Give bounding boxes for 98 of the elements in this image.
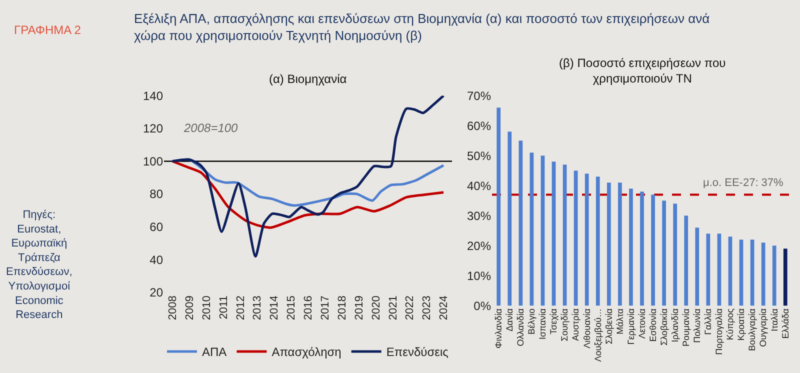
x-tick-label: 2021 bbox=[387, 296, 400, 320]
chart-title: (α) Βιομηχανία bbox=[269, 72, 347, 86]
x-tick-label: Βουλγαρία bbox=[747, 308, 758, 351]
bar bbox=[629, 188, 633, 306]
y-tick-label: 80 bbox=[150, 187, 164, 202]
y-tick-label: 140 bbox=[142, 88, 164, 103]
y-tick-label: 120 bbox=[142, 122, 164, 136]
x-tick-label: Αυστρία bbox=[570, 308, 581, 341]
x-tick-label: 2011 bbox=[218, 296, 230, 320]
bar bbox=[739, 240, 744, 306]
x-tick-label: Ιρλανδία bbox=[670, 308, 680, 342]
x-tick-label: Κύπρος bbox=[725, 308, 736, 340]
line-series bbox=[171, 160, 445, 229]
y-tick-label: 40% bbox=[466, 178, 492, 193]
bar bbox=[662, 200, 666, 306]
bar bbox=[750, 240, 754, 306]
x-tick-label: 2024 bbox=[438, 296, 450, 320]
text: Εξέλιξη ΑΠΑ, απασχόλησης και επενδύσεων στη Βιομηχανία (α) και ποσοστό των επιχειρήσεων ανά χώρα που χρησιμοποιούν Τεχνητή Νοημοσύνη (β) bbox=[134, 11, 710, 43]
x-tick-label: Σλοβακία bbox=[658, 308, 669, 346]
x-tick-label: 2018 bbox=[336, 296, 348, 320]
x-tick-label: Πολωνία bbox=[692, 308, 702, 343]
x-tick-label: Ισπανία bbox=[538, 308, 548, 340]
bar bbox=[552, 162, 556, 306]
ref-line-label: μ.ο. ΕΕ-27: 37% bbox=[703, 177, 784, 189]
x-tick-label: Γαλλία bbox=[703, 308, 714, 335]
bar bbox=[717, 234, 722, 306]
x-tick-label: Μάλτα bbox=[614, 308, 625, 334]
y-tick-label: 20% bbox=[466, 238, 492, 253]
bar bbox=[640, 192, 644, 306]
x-tick-label: Σουηδία bbox=[560, 308, 570, 342]
x-tick-label: Ουγγαρία bbox=[758, 308, 768, 347]
y-tick-label: 20 bbox=[150, 286, 164, 300]
y-tick-label: 0% bbox=[474, 298, 492, 313]
x-tick-label: Εσθονία bbox=[648, 308, 658, 342]
x-tick-label: Δανία bbox=[504, 308, 515, 332]
bar bbox=[684, 216, 688, 306]
x-tick-label: 2010 bbox=[200, 296, 213, 320]
text: ΓΡΑΦΗΜΑ 2 bbox=[14, 23, 82, 37]
x-tick-label: 2023 bbox=[421, 296, 434, 320]
text: Πηγές: Eurostat, Ευρωπαϊκή Τράπεζα Επενδύσεων, Υπολογισμοί Economic Research bbox=[6, 209, 72, 322]
x-tick-label: Τσεχία bbox=[548, 308, 559, 335]
x-tick-label: 2008 bbox=[167, 296, 180, 320]
x-tick-label: 2012 bbox=[234, 296, 247, 320]
x-tick-label: 2013 bbox=[252, 296, 264, 320]
y-tick-label: 60 bbox=[150, 220, 164, 234]
x-tick-label: Λετονία bbox=[636, 308, 647, 339]
x-tick-label: Ολλανδία bbox=[516, 308, 526, 346]
y-tick-label: 60% bbox=[466, 118, 492, 133]
x-tick-label: Σλοβενία bbox=[604, 308, 614, 344]
y-tick-label: 100 bbox=[142, 154, 164, 168]
x-tick-label: 2022 bbox=[404, 296, 416, 320]
x-tick-label: 2020 bbox=[370, 296, 382, 320]
x-tick-label: Κροατία bbox=[736, 308, 746, 341]
bar bbox=[508, 132, 512, 306]
x-tick-label: Φινλανδία bbox=[494, 308, 504, 348]
bar bbox=[772, 246, 776, 306]
bar bbox=[584, 174, 589, 306]
x-tick-label: Λιθουανία bbox=[582, 308, 592, 348]
y-tick-label: 10% bbox=[466, 268, 492, 283]
x-tick-label: Ιταλία bbox=[769, 308, 780, 332]
x-tick-label: 2017 bbox=[320, 296, 332, 320]
bar bbox=[496, 108, 501, 306]
annotation: 2008=100 bbox=[183, 121, 238, 135]
bar bbox=[530, 152, 534, 306]
y-tick-label: 40 bbox=[150, 252, 164, 267]
bar bbox=[673, 204, 678, 306]
x-tick-label: Λουξεμβού… bbox=[592, 308, 603, 362]
bar bbox=[618, 182, 622, 306]
legend-label: Επενδύσεις bbox=[386, 345, 449, 360]
x-tick-label: 2014 bbox=[268, 296, 281, 320]
bar bbox=[695, 228, 700, 306]
legend-label: ΑΠΑ bbox=[202, 345, 227, 360]
x-tick-label: 2015 bbox=[286, 296, 298, 320]
x-tick-label: Πορτογαλία bbox=[714, 308, 724, 355]
chart-title: (β) Ποσοστό επιχειρήσεων που χρησιμοποιούν ΤΝ bbox=[559, 56, 726, 86]
x-tick-label: Ρουμανία bbox=[681, 308, 692, 347]
bar bbox=[728, 236, 732, 306]
legend-label: Απασχόληση bbox=[272, 345, 342, 360]
bar bbox=[562, 164, 567, 306]
x-tick-label: Ελλάδα bbox=[780, 308, 790, 339]
x-tick-label: 2016 bbox=[302, 296, 315, 320]
line-series bbox=[171, 96, 445, 258]
x-tick-label: 2019 bbox=[353, 296, 366, 320]
bar bbox=[518, 140, 523, 306]
bar bbox=[783, 248, 788, 306]
x-tick-label: Βέλγιο bbox=[526, 308, 537, 335]
x-tick-label: 2009 bbox=[184, 296, 196, 320]
bar bbox=[606, 182, 611, 306]
bar bbox=[651, 194, 655, 306]
bar bbox=[761, 242, 766, 306]
bar bbox=[596, 176, 600, 306]
x-tick-label: Γερμανία bbox=[626, 308, 636, 345]
y-tick-label: 50% bbox=[466, 148, 492, 163]
y-tick-label: 30% bbox=[466, 208, 492, 223]
bar bbox=[574, 170, 578, 306]
bar bbox=[706, 234, 710, 306]
bar bbox=[540, 156, 545, 306]
y-tick-label: 70% bbox=[466, 88, 492, 103]
